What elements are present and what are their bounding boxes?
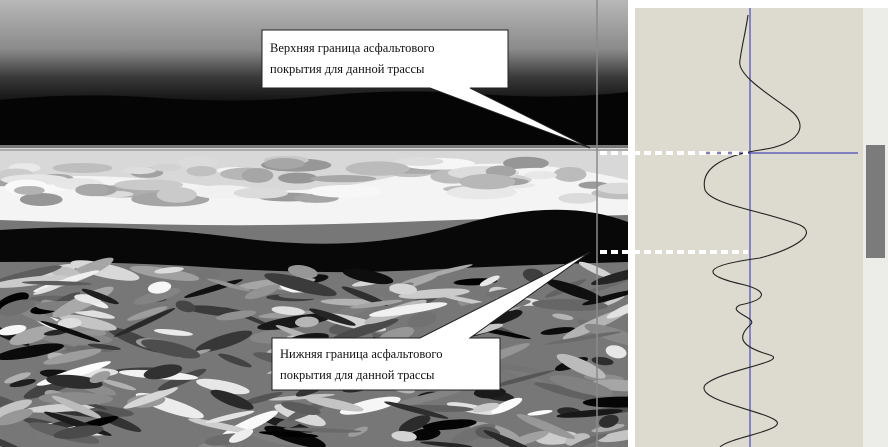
trace-panel [635, 8, 863, 447]
noise-streak [346, 161, 409, 175]
noise-streak [123, 167, 156, 174]
noise-streak [234, 188, 288, 199]
noise-streak [75, 184, 108, 196]
callout-line: покрытия для данной трассы [280, 368, 435, 382]
asphalt-top-band [0, 91, 628, 145]
noise-streak [308, 185, 382, 198]
noise-streak [310, 175, 376, 182]
noise-streak [524, 171, 557, 179]
noise-streak [558, 193, 598, 204]
noise-streak [20, 193, 63, 206]
separator [628, 0, 635, 447]
callout-line: покрытия для данной трассы [270, 62, 425, 76]
noise-streak [151, 164, 181, 172]
noise-streak [53, 163, 113, 173]
callout-line: Верхняя граница асфальтового [270, 41, 435, 55]
noise-streak [264, 158, 304, 169]
noise-streak [114, 179, 183, 190]
noise-streak [14, 186, 45, 195]
noise-streak [242, 168, 274, 183]
noise-streak [459, 174, 515, 189]
scrollbar-thumb[interactable] [866, 145, 885, 258]
screenshot: Верхняя граница асфальтового покрытия дл… [0, 0, 888, 447]
callout-line: Нижняя граница асфальтового [280, 347, 442, 361]
noise-streak [554, 167, 587, 182]
noise-streak [186, 166, 216, 176]
